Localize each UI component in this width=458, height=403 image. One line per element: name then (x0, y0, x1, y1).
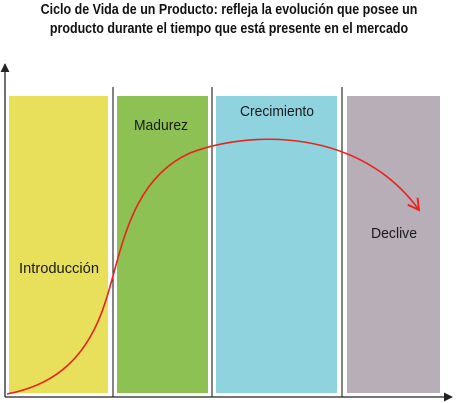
stage-label-introduccion: Introducción (19, 260, 99, 277)
stage-panel-introduccion (9, 96, 108, 393)
title-line-2: producto durante el tiempo que está pres… (49, 21, 409, 37)
stage-panel-declive (347, 96, 440, 393)
stage-label-madurez: Madurez (134, 117, 188, 134)
diagram-title: Ciclo de Vida de un Producto: refleja la… (32, 1, 426, 39)
stage-label-declive: Declive (371, 225, 417, 242)
stage-panel-madurez (117, 96, 208, 393)
title-line-1: Ciclo de Vida de un Producto: refleja la… (40, 2, 418, 18)
stage-label-crecimiento: Crecimiento (240, 103, 314, 120)
life-cycle-curve (6, 138, 421, 395)
stage-panel-crecimiento (216, 96, 337, 393)
